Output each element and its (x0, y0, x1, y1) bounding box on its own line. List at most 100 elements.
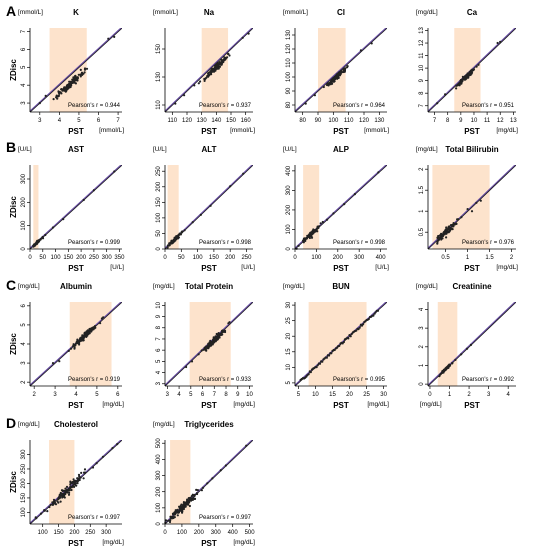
x-tick-label: 20 (346, 392, 353, 398)
data-point (471, 68, 474, 71)
x-axis-label: PST (464, 264, 480, 273)
x-tick-label: 3 (53, 392, 57, 398)
y-tick-label: 10 (286, 363, 292, 370)
data-point (65, 485, 69, 488)
data-point (73, 480, 76, 483)
data-point (443, 369, 446, 372)
y-tick-label: 1 (419, 363, 425, 367)
x-axis-unit: [mmol/L] (230, 127, 255, 134)
data-point (58, 495, 61, 498)
data-point (76, 482, 79, 485)
reference-range-band (33, 165, 39, 249)
data-point (343, 68, 346, 71)
data-point (90, 330, 93, 333)
y-tick-label: 400 (156, 454, 162, 465)
y-tick-label: 2 (419, 167, 425, 171)
data-point (247, 32, 250, 35)
data-point (180, 231, 184, 234)
data-point (207, 71, 210, 74)
y-tick-label: 300 (286, 185, 292, 196)
x-tick-label: 2 (33, 392, 37, 398)
data-point (217, 333, 220, 336)
data-point (181, 511, 184, 514)
data-point (60, 492, 63, 495)
data-point (73, 346, 76, 349)
x-axis-label: PST (68, 127, 84, 136)
data-point (190, 498, 194, 501)
x-tick-label: 30 (380, 392, 387, 398)
data-point (209, 204, 212, 207)
chart-na: 110 120 130 140 150 160110130150Na[mmol/L][mm… (153, 8, 255, 136)
data-point (367, 317, 370, 321)
pearson-r-label: Pearson's r = 0.995 (333, 377, 386, 383)
data-point (48, 505, 51, 509)
x-tick-label: 5 (77, 118, 81, 124)
x-tick-label: 4 (177, 392, 181, 398)
x-tick-label: 5 (297, 392, 301, 398)
y-tick-label: 1.5 (419, 185, 425, 194)
y-axis-label: ZDisc (9, 196, 18, 218)
x-tick-label: 300 (102, 255, 113, 261)
data-point (332, 77, 335, 80)
x-tick-label: 250 (85, 530, 96, 536)
x-axis-label: PST (201, 401, 217, 410)
data-point (454, 222, 457, 225)
x-tick-label: 6 (116, 392, 120, 398)
x-axis-unit: [U/L] (375, 264, 389, 271)
data-point (175, 510, 178, 513)
data-point (305, 237, 309, 240)
y-tick-label: 4 (21, 342, 27, 346)
y-tick-label: 300 (156, 470, 162, 481)
data-point (203, 79, 206, 82)
data-point (197, 82, 200, 85)
x-tick-label: 10 (246, 392, 253, 398)
x-tick-label: 100 (328, 118, 339, 124)
pearson-r-label: Pearson's r = 0.951 (462, 103, 515, 109)
data-point (333, 80, 336, 83)
data-point (54, 503, 58, 506)
data-point (167, 519, 170, 522)
chart-k: 3 4 5 6 7 3 4 5 6 7 K [mmol/L] [mmol/L] PST ZDisc Pears… (9, 8, 124, 136)
data-point (188, 499, 191, 502)
data-point (227, 52, 230, 55)
y-tick-label: 500 (156, 438, 162, 449)
data-point (444, 367, 447, 370)
data-point (190, 360, 194, 363)
data-point (328, 83, 331, 86)
data-point (445, 226, 448, 229)
chart-total-protein: 3 4 5 6 7 8 9 10 3 4 5 6 7 8 9 10 Total Protein [mg/dL] [m… (153, 282, 255, 410)
y-tick-label: 4 (419, 307, 425, 311)
x-tick-label: 500 (245, 530, 256, 536)
x-tick-label: 50 (39, 255, 46, 261)
data-point (185, 365, 188, 369)
data-point (193, 84, 196, 87)
data-point (350, 332, 353, 336)
data-point (46, 510, 49, 513)
data-point (67, 493, 71, 496)
data-point (176, 514, 179, 517)
y-axis-unit: [mg/dL] (416, 283, 438, 290)
data-point (333, 348, 336, 352)
x-tick-label: 6 (97, 118, 101, 124)
data-point (321, 220, 324, 224)
data-point (349, 335, 352, 338)
y-tick-label: 120 (286, 43, 292, 54)
data-point (87, 331, 90, 334)
data-point (496, 41, 499, 45)
data-point (466, 208, 469, 211)
chart-cholesterol: 100 150 200 250 300 100 150 200 250 300 Cholestero… (9, 420, 124, 548)
chart-title: Cholesterol (54, 420, 98, 429)
data-point (57, 501, 60, 504)
y-axis-unit: [mmol/L] (18, 9, 43, 16)
data-point (167, 244, 170, 247)
x-tick-label: 350 (114, 255, 125, 261)
y-tick-label: 2 (21, 380, 27, 384)
y-axis-unit: [mg/dL] (416, 9, 438, 16)
data-point (455, 87, 458, 90)
y-tick-label: 0 (419, 382, 425, 386)
x-tick-label: 1.5 (485, 255, 494, 261)
y-tick-label: 0 (156, 522, 162, 526)
data-point (89, 328, 92, 331)
data-point (168, 520, 172, 524)
